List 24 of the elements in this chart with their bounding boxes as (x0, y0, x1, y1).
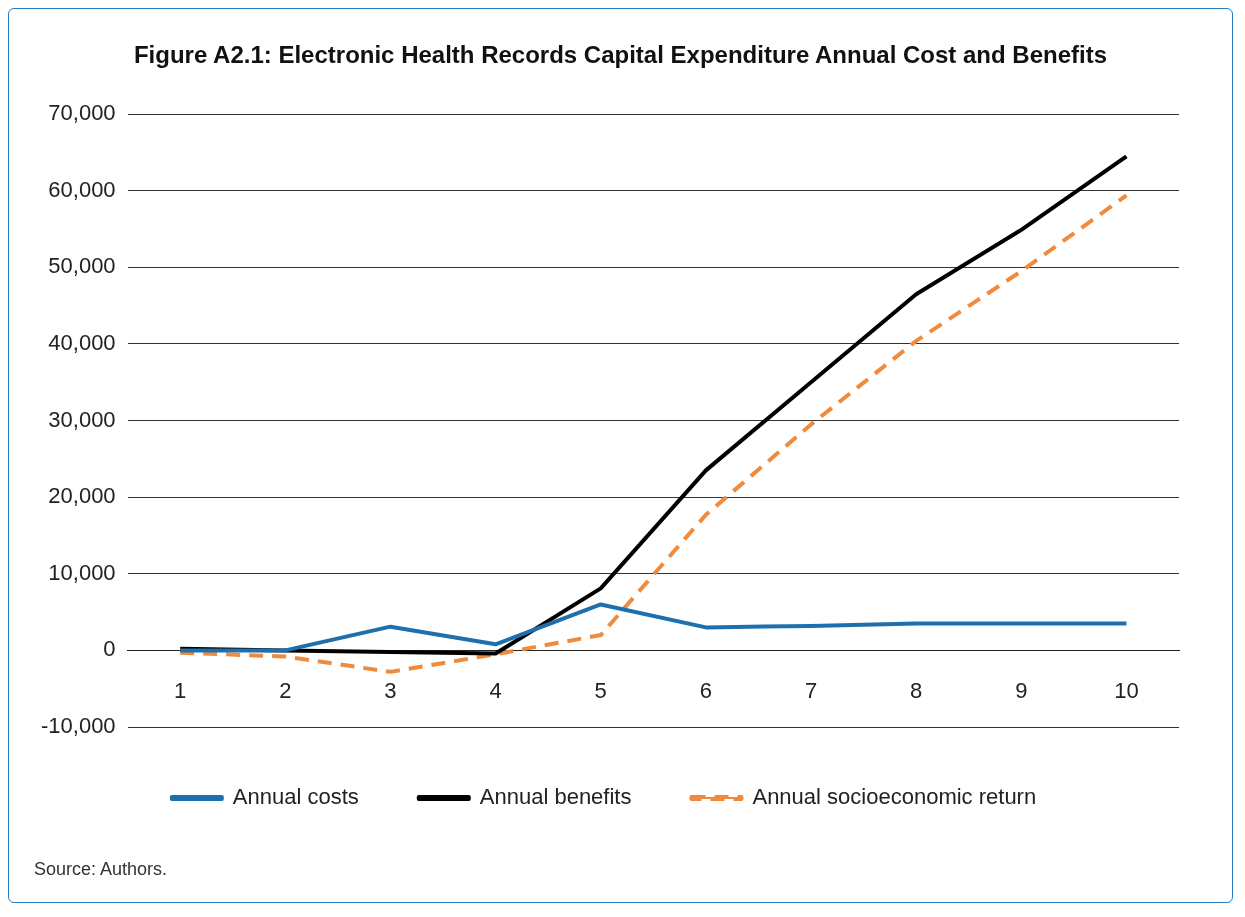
x-tick-label: 10 (1114, 677, 1139, 703)
y-tick-label: 50,000 (48, 253, 116, 279)
y-tick-label: 30,000 (48, 406, 116, 432)
y-tick-label: 20,000 (48, 483, 116, 509)
x-tick-label: 4 (489, 677, 502, 703)
x-tick-label: 7 (804, 677, 818, 703)
legend-label: Annual benefits (479, 784, 632, 810)
y-tick-label: -10,000 (40, 713, 116, 739)
x-tick-label: 6 (699, 677, 712, 703)
y-tick-label: 60,000 (48, 176, 116, 202)
x-tick-label: 9 (1015, 677, 1028, 703)
x-tick-label: 5 (594, 677, 607, 703)
legend-label: Annual costs (232, 784, 359, 810)
x-tick-label: 8 (910, 677, 923, 703)
x-tick-label: 1 (174, 677, 187, 703)
source-note: Source: Authors. (34, 859, 168, 880)
chart-title: Figure A2.1: Electronic Health Records Capital Expenditure Annual Cost and Benefits (132, 41, 1109, 69)
x-tick-label: 2 (279, 677, 292, 703)
y-tick-label: 0 (103, 636, 116, 662)
y-tick-label: 40,000 (48, 330, 116, 356)
legend-label: Annual socioeconomic return (752, 784, 1037, 810)
y-tick-label: 70,000 (48, 100, 116, 126)
x-tick-label: 3 (384, 677, 397, 703)
y-tick-label: 10,000 (48, 559, 116, 585)
